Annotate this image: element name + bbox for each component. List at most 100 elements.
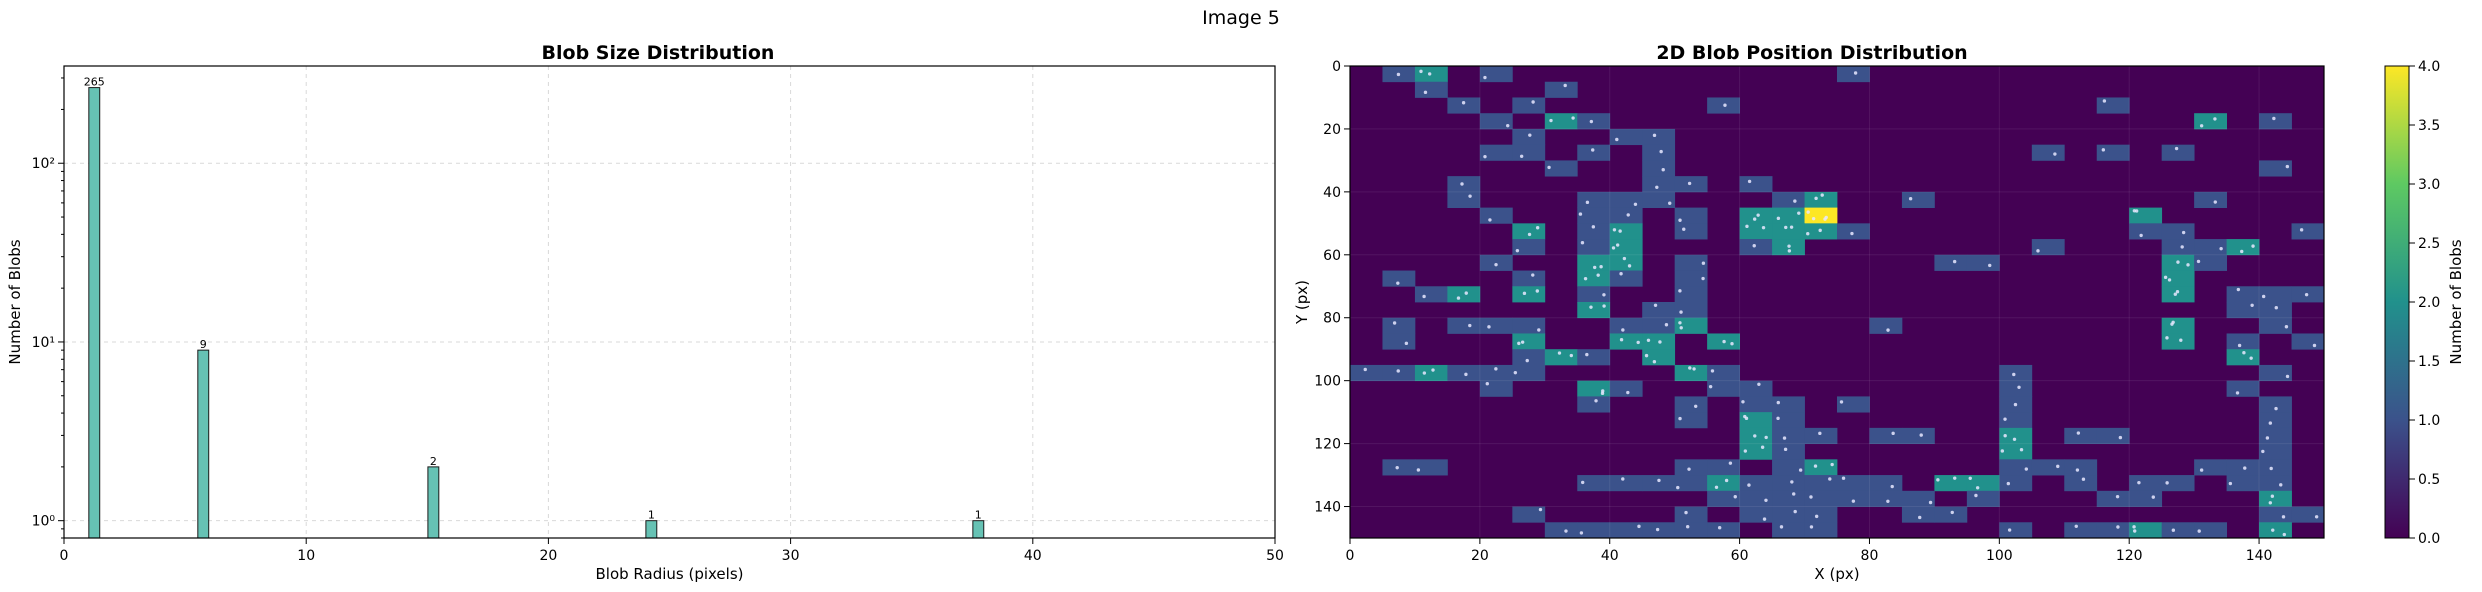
blob-marker (1580, 480, 1585, 485)
heatmap-cell (2161, 317, 2195, 334)
x-tick-label: 0 (1346, 548, 1355, 564)
blob-marker (1569, 353, 1574, 358)
heatmap-cell (1674, 302, 1708, 319)
heatmap-cell (1674, 522, 1708, 539)
blob-marker (1611, 246, 1616, 250)
blob-marker (1580, 241, 1585, 245)
blob-marker (2314, 515, 2319, 519)
heatmap-cell (2161, 522, 2195, 539)
heatmap-cell (1707, 364, 1740, 382)
blob-marker (2139, 233, 2143, 238)
blob-marker (1744, 416, 1749, 421)
blob-marker (1776, 400, 1780, 405)
y-tick-label: 10⁰ (32, 514, 56, 530)
heatmap-cell (2129, 475, 2163, 492)
x-tick-label: 60 (1731, 548, 1749, 564)
blob-marker (1583, 276, 1588, 281)
blob-marker (1830, 462, 1834, 467)
blob-marker (1839, 400, 1844, 404)
heatmap-cell (1447, 176, 1481, 193)
heatmap-cell (1642, 128, 1676, 146)
heatmap-cell (2064, 475, 2098, 492)
blob-marker (1776, 216, 1781, 221)
blob-marker (1684, 510, 1688, 515)
blob-marker (1644, 353, 1649, 358)
blob-marker (1535, 226, 1540, 230)
blob-marker (1752, 244, 1756, 248)
blob-position-x-axis-label: X (px) (1814, 565, 1859, 583)
blob-marker (2076, 431, 2081, 435)
blob-marker (1549, 118, 1553, 123)
blob-marker (1820, 193, 1824, 197)
blob-marker (1619, 272, 1623, 276)
heatmap-cell (1999, 475, 2033, 492)
blob-size-y-ticks: 10⁰ 10¹ 10² (32, 77, 64, 539)
heatmap-cell (2226, 475, 2260, 492)
y-tick-label: 10² (32, 156, 55, 172)
heatmap-cell (1447, 317, 1481, 334)
heatmap-cell (2259, 160, 2292, 177)
blob-marker (1621, 328, 1625, 332)
blob-marker (1928, 500, 1933, 505)
blob-marker (1797, 211, 1801, 215)
colorbar-ticks: 0.0 0.5 1.0 1.5 2.0 2.5 3.0 3.5 4.0 (2409, 59, 2440, 547)
heatmap-cell (1479, 207, 1513, 224)
blob-marker (2000, 449, 2005, 453)
blob-marker (1427, 72, 1432, 76)
blob-marker (1652, 133, 1657, 138)
heatmap-cell (2291, 506, 2325, 523)
blob-marker (2279, 483, 2283, 487)
heatmap-cell (1772, 207, 1805, 224)
heatmap-cell (1901, 506, 1935, 523)
y-tick-label: 100 (1314, 374, 1341, 390)
blob-marker (1676, 485, 1680, 490)
heatmap-cell (1772, 443, 1805, 460)
colorbar-tick-label: 0.0 (2418, 531, 2440, 547)
blob-marker (1782, 436, 1787, 440)
heatmap-cell (1609, 522, 1643, 539)
heatmap-cell (1674, 207, 1708, 224)
x-tick-label: 140 (2246, 548, 2273, 564)
heatmap-cell (2259, 302, 2292, 319)
blob-marker (1818, 228, 1822, 233)
heatmap-cell (1772, 412, 1805, 429)
blob-marker (1813, 464, 1818, 468)
heatmap-cell (2161, 223, 2195, 240)
blob-marker (1626, 390, 1630, 395)
blob-marker (2228, 481, 2233, 486)
heatmap-cell (1837, 475, 1870, 492)
blob-marker (1762, 517, 1767, 521)
heatmap-cell (2161, 239, 2195, 256)
blob-marker (1363, 367, 1367, 372)
blob-marker (1806, 231, 1810, 236)
blob-marker (2299, 228, 2304, 232)
blob-marker (1578, 212, 1583, 216)
bar-value-label: 265 (84, 76, 105, 89)
heatmap-cell (2129, 223, 2163, 240)
heatmap-cell (2259, 459, 2292, 476)
blob-marker (2179, 338, 2183, 342)
heatmap-cell (1674, 254, 1708, 271)
x-tick-label: 0 (60, 548, 69, 564)
heatmap-cell (1739, 490, 1773, 507)
heatmap-cell (1804, 459, 1838, 476)
blob-marker (1602, 293, 1606, 297)
heatmap-cell (2129, 522, 2163, 539)
y-tick-label: 140 (1314, 500, 1341, 516)
y-tick-label: 10¹ (32, 335, 55, 351)
blob-marker (2186, 263, 2190, 267)
heatmap-cell (1739, 475, 1773, 492)
x-tick-label: 30 (782, 548, 800, 564)
blob-marker (1637, 524, 1641, 529)
blob-marker (2261, 449, 2265, 454)
heatmap-cell (1966, 254, 2000, 271)
blob-marker (1798, 468, 1803, 472)
blob-position-chart: 2D Blob Position Distribution 0 20 40 60 80 1… (1293, 42, 2325, 583)
heatmap-cell (1707, 490, 1740, 507)
heatmap-cell (2291, 333, 2325, 350)
heatmap-cell (1739, 176, 1773, 193)
heatmap-cell (2226, 333, 2260, 350)
blob-marker (1745, 224, 1749, 229)
heatmap-cell (1382, 333, 1416, 350)
blob-marker (2053, 152, 2057, 156)
